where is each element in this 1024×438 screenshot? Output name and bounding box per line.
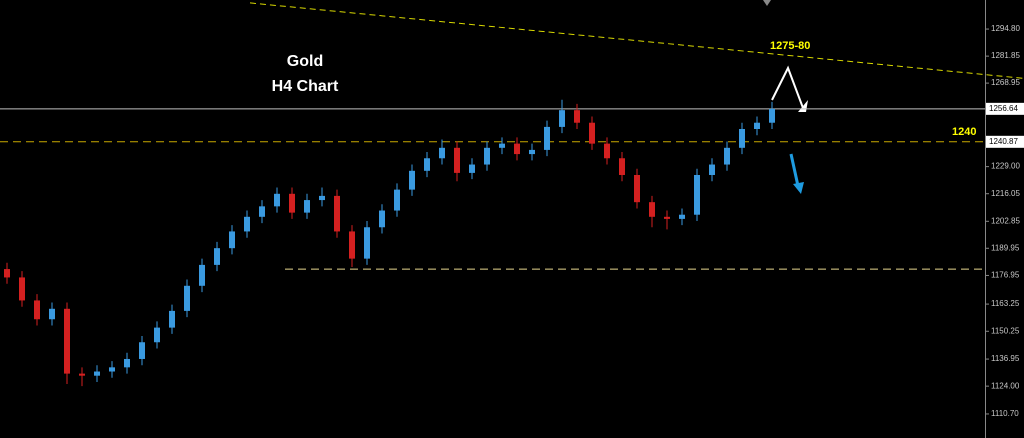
candle-body [499, 143, 505, 148]
candle-body [64, 308, 70, 374]
candle-body [169, 310, 175, 328]
y-tick-label: 1294.80 [991, 24, 1020, 33]
candle-body [364, 227, 370, 259]
y-tick-label: 1163.25 [991, 299, 1020, 308]
candle-body [79, 373, 85, 376]
arrow-up-down [771, 65, 804, 109]
candle-body [424, 158, 430, 171]
candle-body [469, 164, 475, 173]
y-tick-label: 1189.95 [991, 243, 1020, 252]
candle-body [349, 231, 355, 259]
annotation: 1275-80 [770, 40, 810, 52]
candle-body [769, 108, 775, 123]
y-tick-label: 1268.95 [991, 78, 1020, 87]
y-tick-label: 1202.85 [991, 216, 1020, 225]
candle-body [484, 147, 490, 165]
candle-body [739, 128, 745, 148]
candle-body [109, 367, 115, 372]
candle-body [19, 277, 25, 301]
candle-body [604, 143, 610, 159]
candle-body [394, 189, 400, 211]
candle-body [199, 264, 205, 286]
candle-body [154, 327, 160, 343]
candle-body [229, 231, 235, 249]
candle-body [754, 122, 760, 129]
candle-body [334, 195, 340, 232]
y-tick-label: 1110.70 [991, 409, 1019, 418]
shift-marker [763, 0, 771, 6]
candle-body [124, 358, 130, 368]
candle-body [49, 308, 55, 320]
candle-body [454, 147, 460, 173]
candle-body [259, 206, 265, 217]
candle-body [439, 147, 445, 159]
chart-subtitle: H4 Chart [272, 78, 339, 95]
arrow-down [789, 153, 800, 187]
candle-body [409, 170, 415, 190]
candle-body [244, 216, 250, 232]
y-tick-label: 1124.00 [991, 381, 1020, 390]
candle-body [544, 126, 550, 150]
candle-body [694, 174, 700, 215]
y-tick-label: 1229.00 [991, 162, 1020, 171]
candle-body [184, 285, 190, 311]
price-box-label: 1256.64 [989, 104, 1018, 113]
candle-body [724, 147, 730, 165]
y-tick-label: 1150.25 [991, 326, 1020, 335]
candle-body [619, 158, 625, 175]
price-box-label: 1240.87 [989, 137, 1018, 146]
annotation: 1240 [952, 126, 976, 138]
candle-body [589, 122, 595, 144]
price-box [986, 102, 1024, 115]
candle-body [289, 193, 295, 213]
price-box [986, 135, 1024, 148]
candle-body [634, 174, 640, 203]
candle-body [664, 216, 670, 219]
candle-body [709, 164, 715, 175]
arrow-head [793, 182, 804, 194]
candle-body [274, 193, 280, 207]
candle-body [649, 202, 655, 217]
candle-body [514, 143, 520, 155]
candle-body [94, 371, 100, 376]
candle-body [319, 195, 325, 201]
candle-body [379, 210, 385, 228]
chart-title: Gold [287, 53, 323, 70]
candle-body [679, 214, 685, 219]
y-tick-label: 1281.85 [991, 51, 1020, 60]
candle-body [574, 110, 580, 123]
candle-body [304, 200, 310, 213]
candle-body [529, 149, 535, 155]
y-tick-label: 1136.95 [991, 354, 1020, 363]
candle-body [214, 248, 220, 265]
y-tick-label: 1176.95 [991, 271, 1020, 280]
candle-body [139, 342, 145, 359]
candle-body [4, 269, 10, 278]
candle-body [34, 300, 40, 320]
candle-body [559, 110, 565, 127]
y-tick-label: 1216.05 [991, 189, 1020, 198]
